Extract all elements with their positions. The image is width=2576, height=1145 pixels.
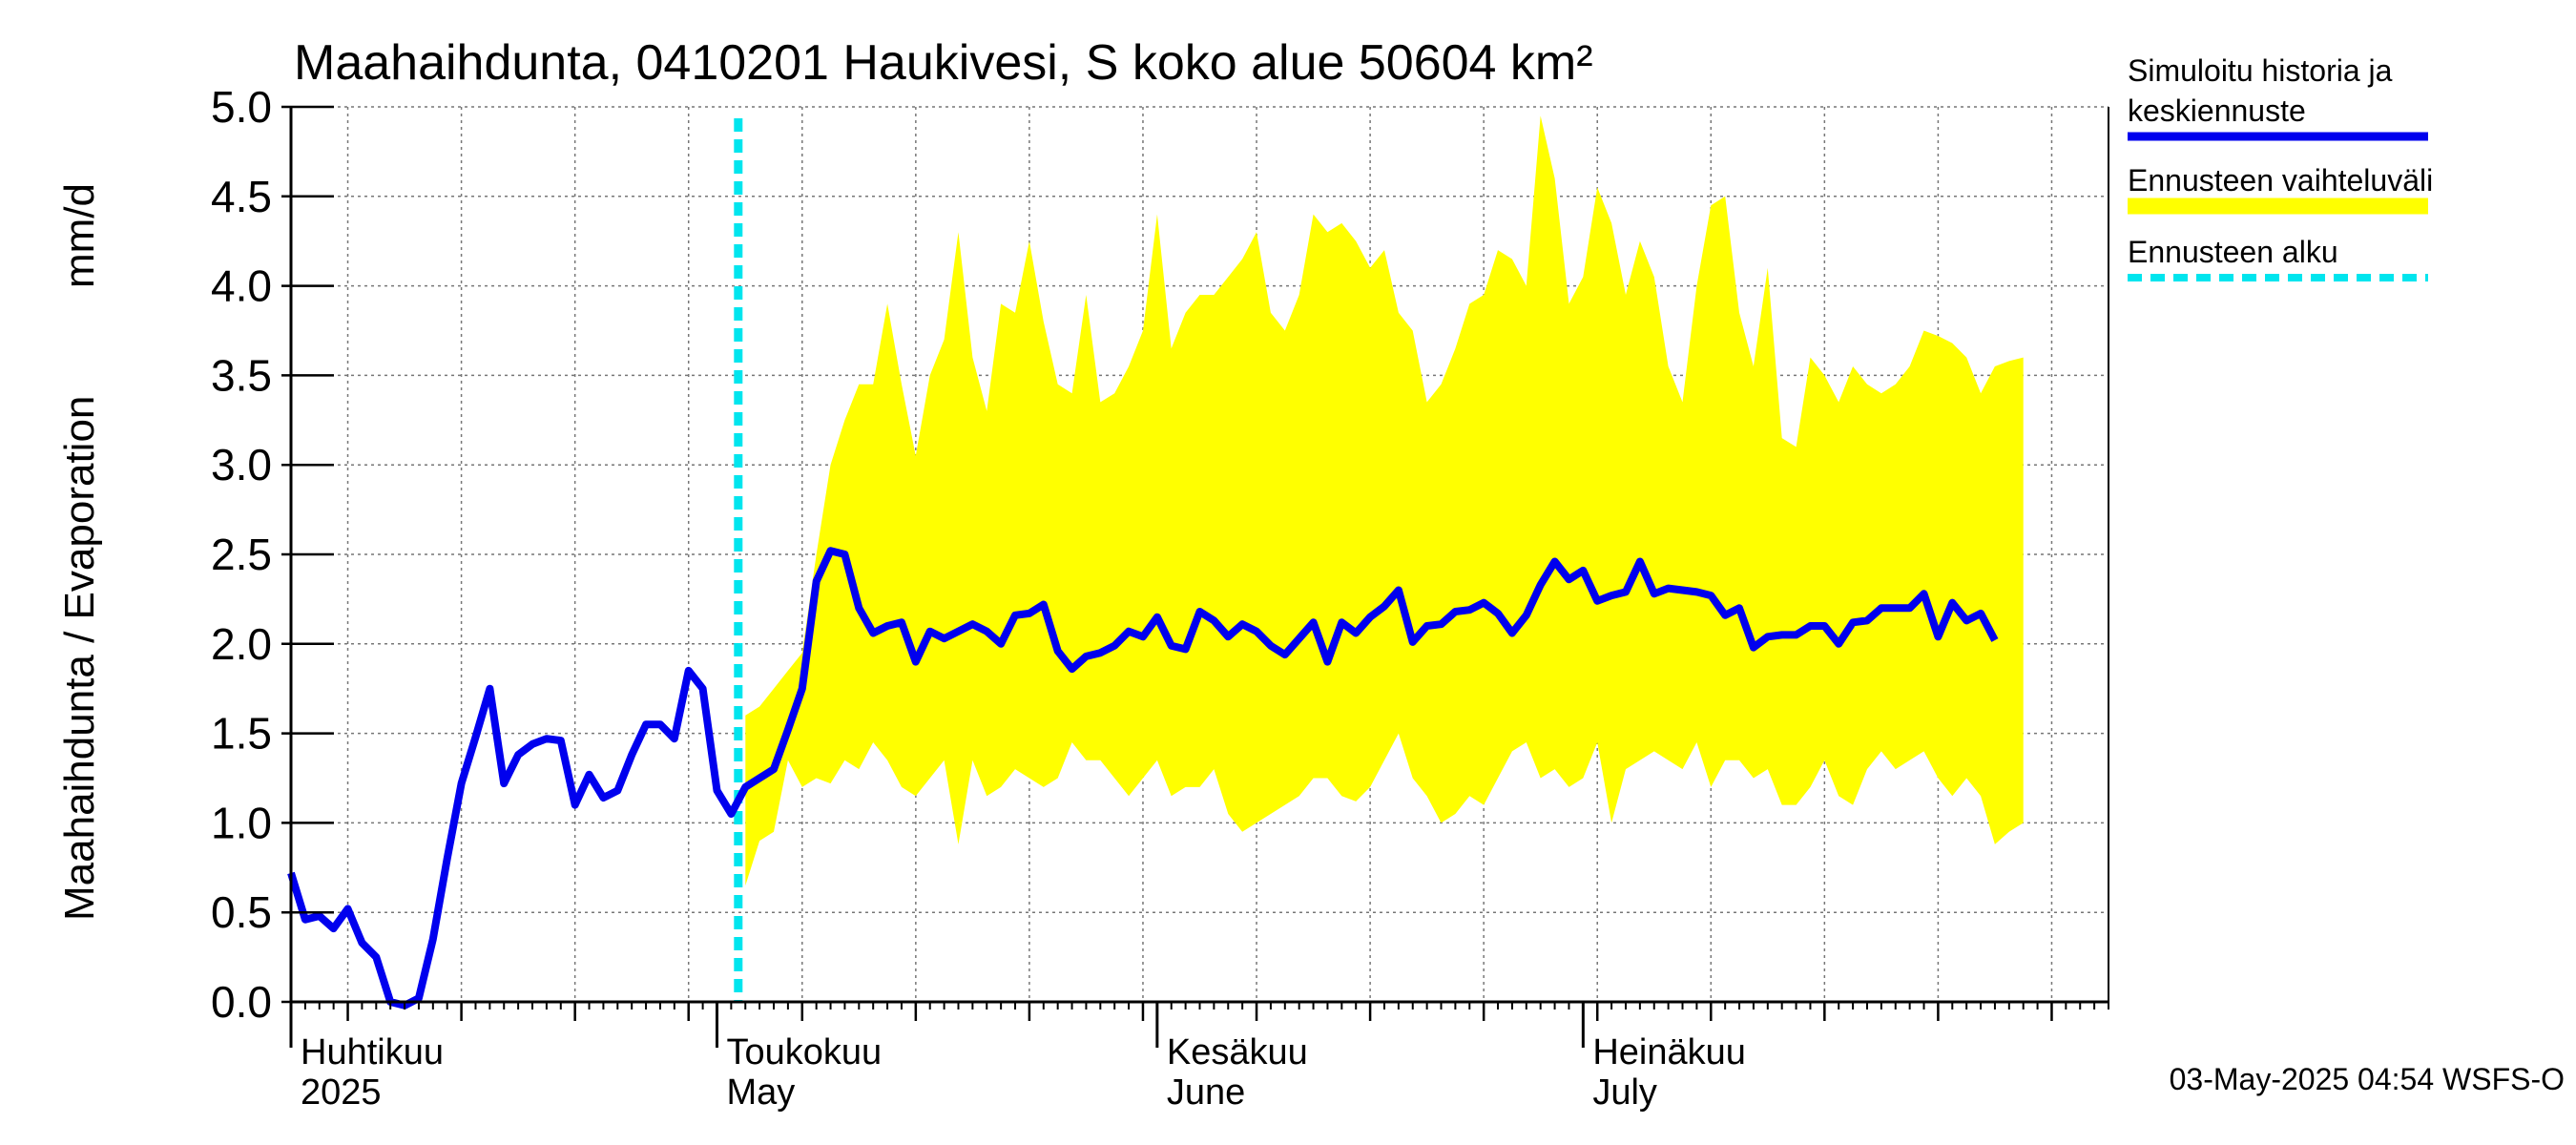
x-month-label: Huhtikuu <box>301 1032 444 1072</box>
x-month-label-en: July <box>1592 1072 1657 1113</box>
y-tick-label: 4.0 <box>211 261 272 311</box>
forecast-range-area <box>745 115 2024 886</box>
y-tick-label: 0.5 <box>211 887 272 937</box>
y-tick-label: 5.0 <box>211 82 272 132</box>
legend-start-label: Ennusteen alku <box>2128 235 2338 269</box>
legend-simulated-label-2: keskiennuste <box>2128 94 2306 128</box>
simulated-series-layer <box>287 547 1999 1010</box>
y-tick-label: 1.0 <box>211 798 272 847</box>
x-month-label: Heinäkuu <box>1592 1032 1746 1072</box>
y-tick-label: 4.5 <box>211 172 272 221</box>
legend-simulated-label-1: Simuloitu historia ja <box>2128 53 2393 88</box>
y-tick-label: 0.0 <box>211 977 272 1027</box>
legend-range-label: Ennusteen vaihteluväli <box>2128 163 2433 198</box>
y-tick-label: 2.0 <box>211 619 272 669</box>
y-axis-label: Maahaihdunta / Evaporation <box>56 396 103 921</box>
x-month-label-en: 2025 <box>301 1072 382 1113</box>
y-tick-label: 2.5 <box>211 530 272 579</box>
forecast-range-layer <box>745 115 2024 886</box>
y-tick-label: 3.0 <box>211 440 272 489</box>
x-month-label: Toukokuu <box>726 1032 882 1072</box>
simulated-series-line <box>287 547 1999 1010</box>
y-axis-unit: mm/d <box>56 183 103 288</box>
x-month-label: Kesäkuu <box>1167 1032 1308 1072</box>
x-month-label-en: May <box>726 1072 795 1113</box>
footer-timestamp: 03-May-2025 04:54 WSFS-O <box>2170 1062 2565 1096</box>
chart-title: Maahaihdunta, 0410201 Haukivesi, S koko … <box>294 35 1593 91</box>
legend: Simuloitu historia ja keskiennuste Ennus… <box>2128 53 2433 281</box>
ticks: 0.0 0.5 1.0 1.5 2.0 2.5 3.0 3.5 4.0 4.5 5.0 Huhtiku… <box>211 82 2109 1113</box>
y-tick-label: 3.5 <box>211 350 272 400</box>
x-month-label-en: June <box>1167 1072 1245 1113</box>
y-tick-label: 1.5 <box>211 709 272 759</box>
